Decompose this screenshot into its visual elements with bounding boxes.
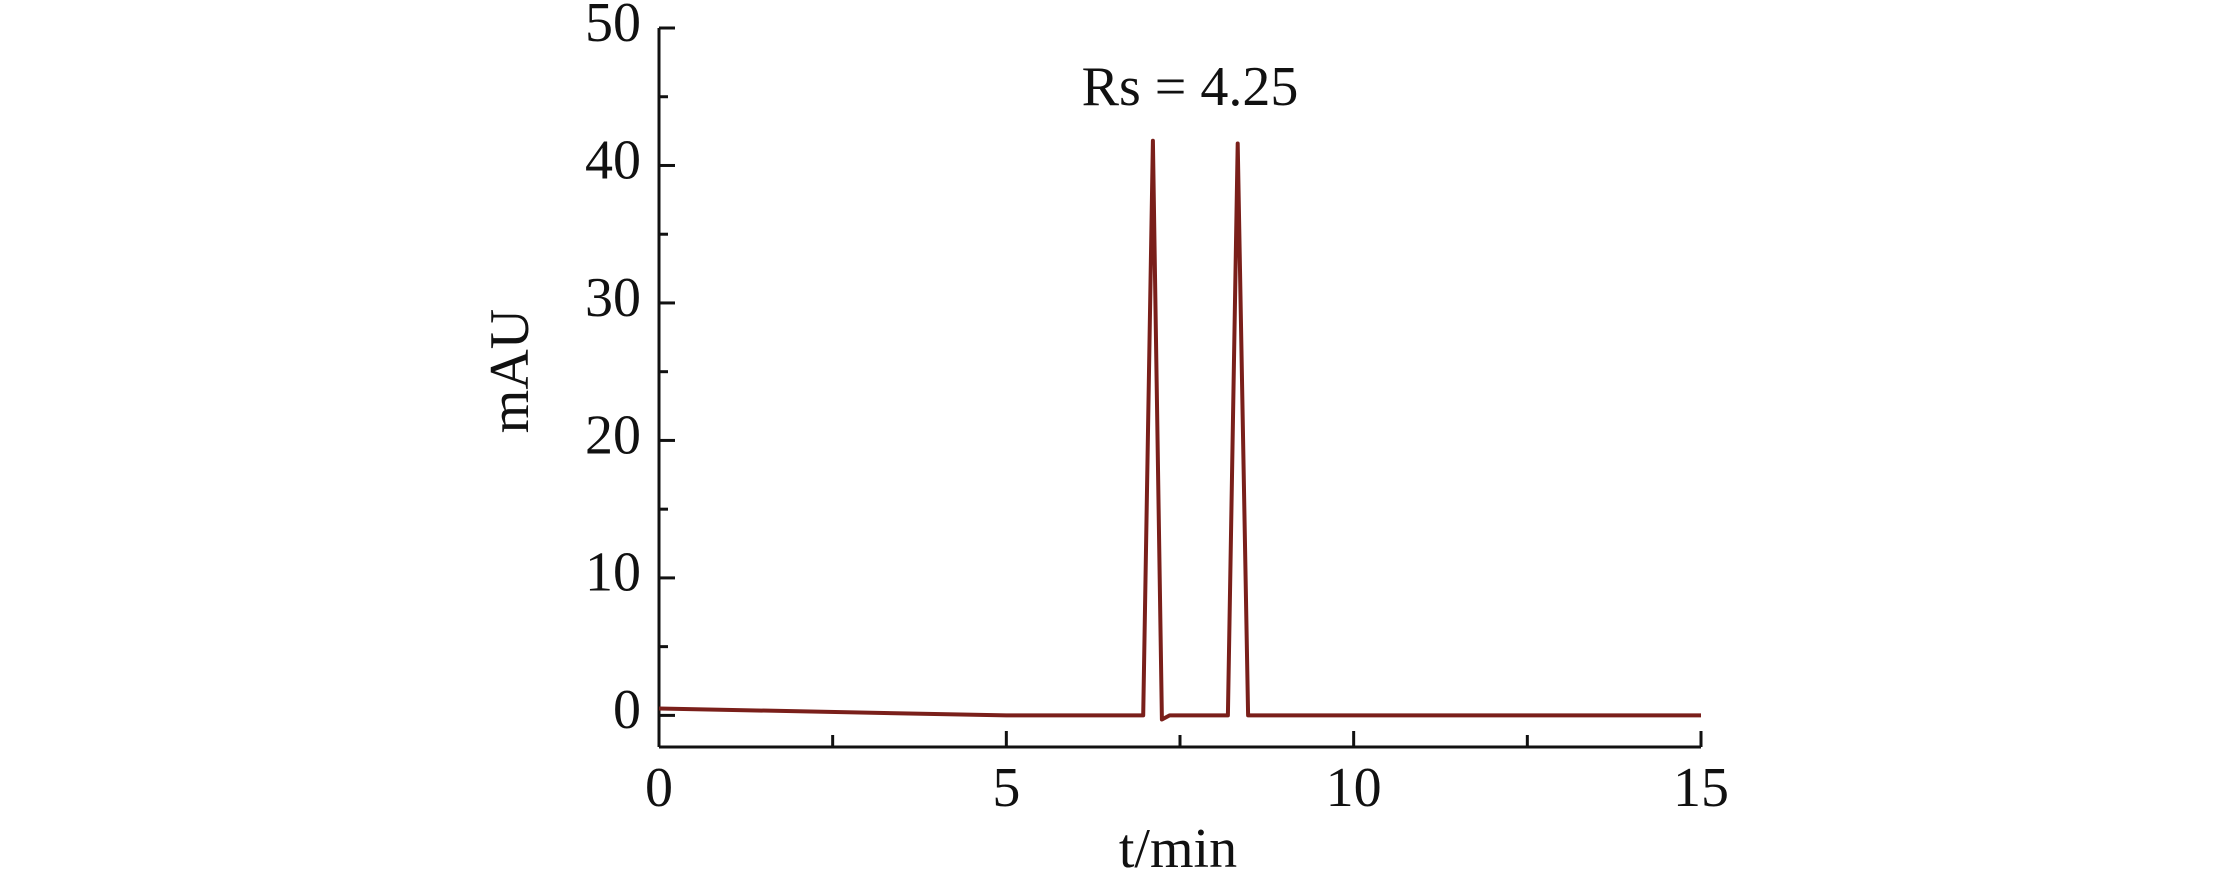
y-tick-label: 0 <box>613 679 641 741</box>
x-tick-label: 5 <box>992 757 1020 819</box>
series-line <box>658 138 1701 722</box>
x-axis-label: t/min <box>1119 818 1237 880</box>
y-tick-label: 50 <box>585 0 641 54</box>
y-tick-label: 10 <box>585 542 641 604</box>
y-tick-label: 20 <box>585 404 641 466</box>
x-tick-label: 10 <box>1326 757 1382 819</box>
y-axis-label: mAU <box>479 309 541 433</box>
annotation: Rs = 4.25 <box>1082 56 1299 118</box>
y-tick-label: 40 <box>585 129 641 191</box>
x-tick-label: 0 <box>645 757 673 819</box>
x-tick-label: 15 <box>1673 757 1729 819</box>
y-tick-label: 30 <box>585 267 641 329</box>
